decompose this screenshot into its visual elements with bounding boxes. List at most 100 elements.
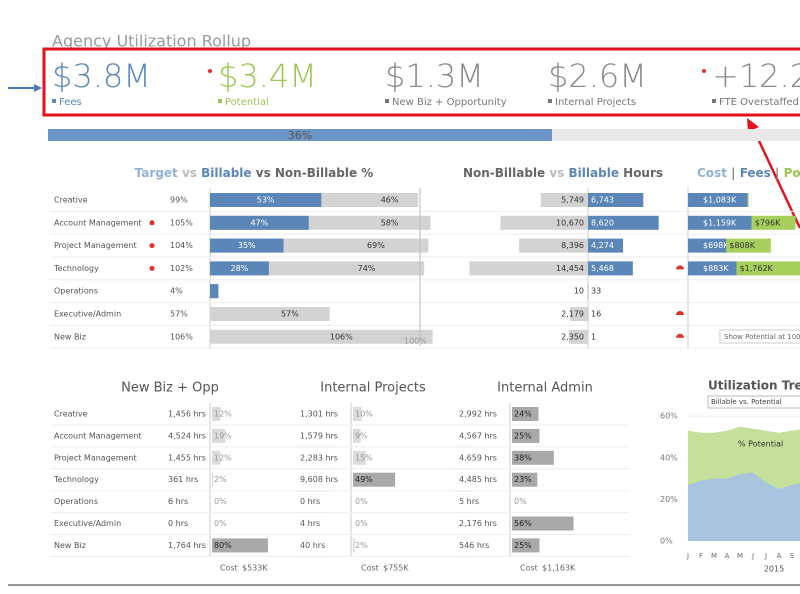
pct-bar <box>353 407 362 421</box>
nonbillable-label: 69% <box>367 241 385 250</box>
pct-label: 19% <box>214 431 232 440</box>
hours-nonbillable-bar <box>500 215 588 230</box>
billable-label: 28% <box>231 264 249 273</box>
pct-label: 0% <box>214 497 227 506</box>
fees-label: $808K <box>729 241 755 250</box>
target-pct: 104% <box>170 241 193 250</box>
cost-bar <box>688 215 752 230</box>
year-label: 2015 <box>764 565 784 574</box>
cost-label: $1,159K <box>703 218 737 227</box>
arrow-red-head <box>747 118 759 132</box>
alert-dot <box>208 69 212 73</box>
billable-bar <box>210 215 309 230</box>
flag-icon <box>676 311 684 315</box>
alert-dot <box>149 220 155 226</box>
x-tick-label: J <box>751 552 754 560</box>
nonbillable-bar <box>210 329 433 344</box>
alert-dot <box>149 243 155 249</box>
kpi-swatch <box>712 99 716 103</box>
target-pct: 102% <box>170 264 193 273</box>
pct-bar <box>512 428 540 443</box>
hours-nonbillable-bar <box>568 329 588 344</box>
title-part: Fees <box>740 166 771 180</box>
title-part: Non-Billable <box>463 166 545 180</box>
department-name: Creative <box>54 410 88 419</box>
hours-value: 4,485 hrs <box>459 475 497 484</box>
y-tick-label: 0% <box>660 537 673 546</box>
title-part: | <box>771 166 784 180</box>
pct-label: 25% <box>514 541 532 550</box>
hours-value: 40 hrs <box>300 541 325 550</box>
selector[interactable] <box>707 395 800 409</box>
title-part: | <box>727 166 740 180</box>
hours-nonbillable-label: 8,396 <box>561 241 584 250</box>
hours-billable-label: 5,468 <box>591 264 614 273</box>
nonbillable-bar <box>210 307 330 321</box>
pct-label: 38% <box>514 453 532 462</box>
section-title: Internal Admin <box>497 381 593 396</box>
tooltip-text: Show Potential at 100% <box>724 333 800 341</box>
kpi-value: +12.2 <box>712 57 800 95</box>
hours-nonbillable-bar <box>469 261 588 276</box>
alert-dot <box>149 265 155 271</box>
hours-value: 9,608 hrs <box>300 475 338 484</box>
x-tick-label: M <box>711 552 717 560</box>
pct-label: 0% <box>514 497 527 506</box>
cost-label: $1,083K <box>703 196 737 205</box>
pct-bar <box>212 472 214 487</box>
department-name: Account Management <box>54 218 142 227</box>
kpi-value: $3.4M <box>218 57 317 95</box>
target-pct: 106% <box>170 332 193 341</box>
hours-value: 2,176 hrs <box>459 519 497 528</box>
progress-bar <box>48 129 552 141</box>
pct-label: 0% <box>214 519 227 528</box>
department-name: Project Management <box>54 241 137 250</box>
hours-value: 5 hrs <box>459 497 479 506</box>
hours-billable-bar <box>588 261 633 276</box>
pct-label: 80% <box>214 541 232 550</box>
cost-value: $1,163K <box>542 564 576 573</box>
hours-nonbillable-label: 5,749 <box>561 196 584 205</box>
cost-bar <box>688 193 748 207</box>
cost-caption: Cost <box>520 564 538 573</box>
target-pct: 99% <box>170 196 188 205</box>
cost-caption: Cost <box>361 564 379 573</box>
pct-label: 0% <box>355 519 368 528</box>
billable-label: 47% <box>250 218 268 227</box>
hours-value: 2,992 hrs <box>459 410 497 419</box>
title-part: Potential <box>784 166 800 180</box>
section-title: Internal Projects <box>320 381 426 396</box>
cost-value: $533K <box>242 564 268 573</box>
hours-billable-label: 33 <box>591 287 601 296</box>
title-part: Hours <box>619 166 663 180</box>
kpi-label: Potential <box>225 97 269 108</box>
hours-billable-label: 1 <box>591 332 596 341</box>
title-part: Billable <box>201 166 251 180</box>
nonbillable-label: 57% <box>281 310 299 319</box>
kpi-label: New Biz + Opportunity <box>392 97 507 108</box>
title-part: Billable <box>569 166 619 180</box>
pct-label: 9% <box>355 431 368 440</box>
x-tick-label: A <box>777 552 782 560</box>
pct-label: 2% <box>214 475 227 484</box>
hours-value: 0 hrs <box>168 519 188 528</box>
y-tick-label: 60% <box>660 412 678 421</box>
pct-label: 2% <box>355 541 368 550</box>
pct-bar <box>353 472 396 487</box>
target-pct: 4% <box>170 287 183 296</box>
department-name: Executive/Admin <box>54 310 121 319</box>
hours-nonbillable-label: 10 <box>574 287 584 296</box>
department-name: New Biz <box>54 541 86 550</box>
hours-value: 1,455 hrs <box>168 453 206 462</box>
cost-label: $698K <box>703 241 729 250</box>
pct-bar <box>212 538 268 553</box>
x-tick-label: A <box>725 552 730 560</box>
highlight-box <box>42 47 800 117</box>
hours-nonbillable-bar <box>540 193 588 207</box>
pct-label: 12% <box>214 410 232 419</box>
pct-label: 23% <box>514 475 532 484</box>
department-name: Operations <box>54 497 98 506</box>
target-pct: 105% <box>170 218 193 227</box>
nonbillable-label: 74% <box>358 264 376 273</box>
